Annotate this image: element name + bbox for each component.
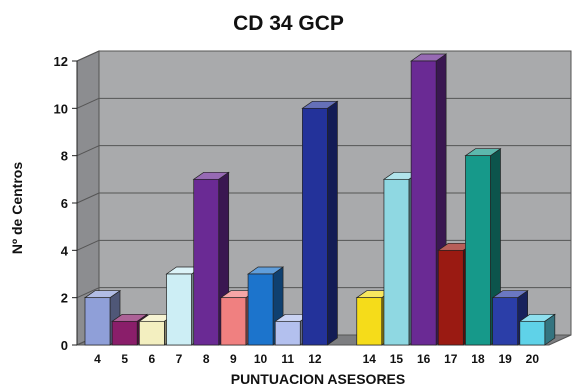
y-axis-ticks: 0 2 4 6 8 10 12 — [54, 54, 78, 353]
gridline-side — [76, 287, 100, 299]
x-axis-ticks: 4 5 6 7 8 9 10 11 12 14 15 16 17 18 19 20 — [94, 352, 539, 366]
bar-side — [327, 100, 338, 346]
x-tick-label: 4 — [94, 352, 101, 366]
y-tick-label: 4 — [61, 243, 69, 258]
bar-front — [166, 273, 192, 346]
x-tick-label: 15 — [390, 352, 404, 366]
bar-front — [111, 320, 138, 346]
x-tick-label: 17 — [444, 352, 458, 366]
bar-front — [193, 178, 220, 346]
bar-front — [410, 60, 437, 346]
x-tick-label: 5 — [121, 352, 128, 366]
bar-front — [492, 297, 518, 346]
x-tick-label: 8 — [203, 352, 210, 366]
bar-12 — [301, 100, 339, 346]
bar-front — [274, 320, 301, 346]
x-tick-label: 7 — [176, 352, 183, 366]
bar-front — [356, 297, 383, 346]
x-tick-label: 20 — [526, 352, 540, 366]
y-tick-label: 2 — [61, 291, 68, 306]
gridline-side — [76, 239, 100, 251]
y-axis-title: Nº de Centros — [9, 162, 25, 254]
bar-18 — [464, 147, 502, 346]
y-tick-label: 10 — [54, 101, 68, 116]
y-tick-label: 0 — [61, 338, 68, 353]
bar-20 — [518, 313, 556, 346]
chart-title: CD 34 GCP — [233, 12, 344, 35]
x-axis-title: PUNTUACION ASESORES — [231, 371, 406, 387]
x-tick-label: 6 — [149, 352, 156, 366]
bar-4 — [83, 289, 122, 346]
bar-front — [383, 178, 410, 346]
gridline-side — [76, 50, 100, 62]
x-tick-label: 10 — [254, 352, 268, 366]
bar-16 — [410, 53, 448, 346]
bars — [83, 53, 556, 346]
bar-front — [220, 297, 247, 346]
x-tick-label: 18 — [471, 352, 485, 366]
bar-front — [139, 320, 165, 346]
y-tick-label: 12 — [54, 54, 68, 69]
bar-front — [465, 155, 491, 346]
x-tick-label: 16 — [417, 352, 431, 366]
x-tick-label: 12 — [308, 352, 322, 366]
bar-front — [519, 320, 546, 346]
x-tick-label: 11 — [281, 352, 294, 366]
x-tick-label: 19 — [498, 352, 512, 366]
x-tick-label: 14 — [363, 352, 377, 366]
y-tick-label: 8 — [61, 149, 68, 164]
y-tick-label: 6 — [61, 196, 68, 211]
bar-front — [247, 273, 274, 346]
gridline-side — [76, 97, 100, 109]
gridline-side — [76, 192, 100, 204]
bar-front — [302, 107, 328, 346]
bar-front — [84, 297, 111, 346]
x-tick-label: 9 — [230, 352, 237, 366]
bar-front — [437, 249, 464, 346]
gridline-side — [76, 145, 100, 157]
